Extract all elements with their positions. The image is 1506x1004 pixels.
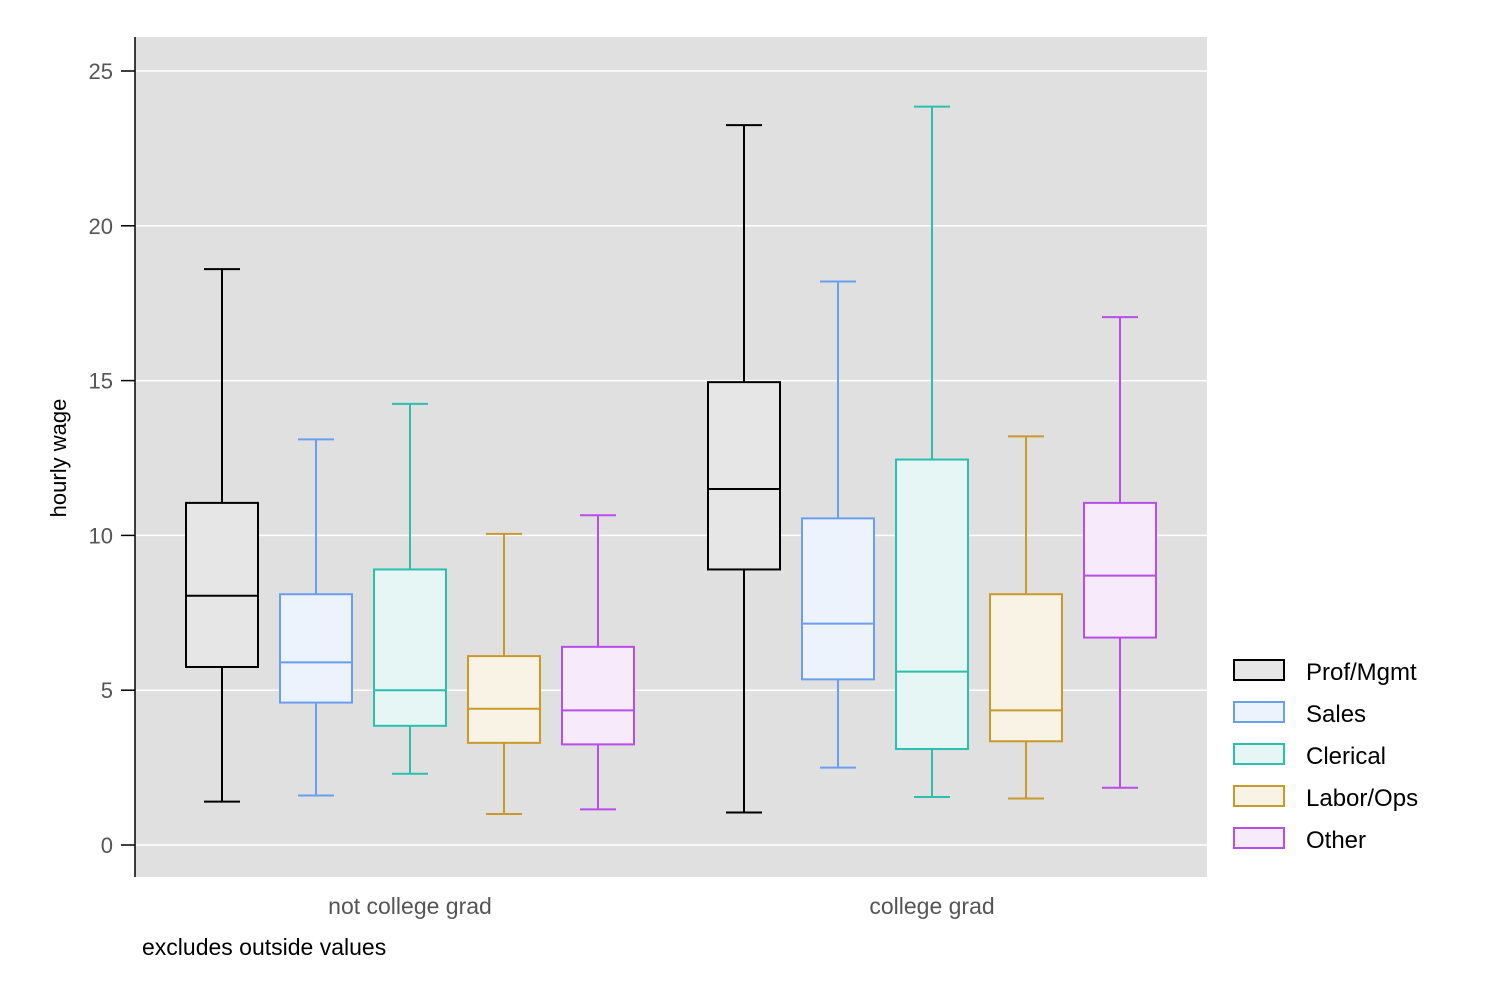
legend-item: Clerical <box>1233 743 1386 770</box>
y-tick-label: 20 <box>89 214 113 239</box>
legend-item: Labor/Ops <box>1233 785 1418 812</box>
legend-label: Prof/Mgmt <box>1306 659 1417 686</box>
box-iqr <box>801 517 875 681</box>
boxes <box>185 105 1157 816</box>
plot-area <box>135 37 1207 877</box>
legend-swatch <box>1233 785 1285 807</box>
legend-label: Sales <box>1306 701 1366 728</box>
y-tick-label: 10 <box>89 523 113 548</box>
legend-item: Sales <box>1233 701 1366 728</box>
box-prof-mgmt-1 <box>707 124 781 814</box>
y-axis-title: hourly wage <box>46 399 71 518</box>
x-category-label: college grad <box>869 893 994 919</box>
legend-item: Other <box>1233 827 1366 854</box>
box-other-0 <box>561 514 635 811</box>
box-iqr <box>467 655 541 744</box>
box-other-1 <box>1083 316 1157 789</box>
y-tick-label: 25 <box>89 59 113 84</box>
legend-label: Other <box>1306 827 1366 854</box>
x-category-label: not college grad <box>328 893 492 919</box>
y-tick-label: 5 <box>101 678 113 703</box>
box-labor-ops-0 <box>467 532 541 816</box>
box-clerical-0 <box>373 402 447 775</box>
box-iqr <box>185 501 259 668</box>
box-prof-mgmt-0 <box>185 268 259 803</box>
y-tick-label: 0 <box>101 833 113 858</box>
y-axis-ticks: 0 5 10 15 20 25 <box>89 59 135 858</box>
legend-swatch <box>1233 827 1285 849</box>
box-sales-1 <box>801 280 875 769</box>
box-iqr <box>895 458 969 751</box>
box-iqr <box>707 381 781 571</box>
y-tick-label: 15 <box>89 369 113 394</box>
box-iqr <box>373 568 447 727</box>
box-iqr <box>1083 501 1157 639</box>
box-iqr <box>561 645 635 746</box>
legend-item: Prof/Mgmt <box>1233 659 1417 686</box>
box-labor-ops-1 <box>989 435 1063 800</box>
box-clerical-1 <box>895 105 969 799</box>
box-iqr <box>989 593 1063 743</box>
legend-swatch <box>1233 659 1285 681</box>
x-axis-category-labels: not college grad college grad <box>328 893 995 919</box>
legend-swatch <box>1233 743 1285 765</box>
legend-label: Labor/Ops <box>1306 785 1418 812</box>
legend-label: Clerical <box>1306 743 1386 770</box>
legend-swatch <box>1233 701 1285 723</box>
box-sales-0 <box>279 438 353 797</box>
box-iqr <box>279 593 353 704</box>
chart-note: excludes outside values <box>142 934 386 960</box>
legend: Prof/Mgmt Sales Clerical Labor/Ops Other <box>1233 659 1418 854</box>
